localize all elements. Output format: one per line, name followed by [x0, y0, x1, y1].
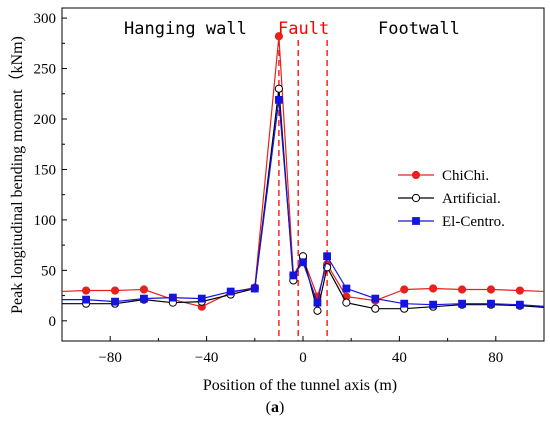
legend-marker — [411, 170, 421, 180]
data-point — [111, 297, 119, 306]
legend-label: Artificial. — [442, 191, 501, 207]
y-tick-label: 250 — [34, 62, 57, 78]
data-point — [313, 306, 322, 315]
y-tick-label: 100 — [34, 213, 57, 229]
y-tick-label: 0 — [49, 314, 57, 330]
legend-item: ChiChi. — [398, 168, 489, 184]
data-point — [82, 286, 91, 295]
x-tick-label: 0 — [299, 350, 307, 366]
y-tick-label: 300 — [34, 11, 57, 27]
x-axis-label: Position of the tunnel axis (m) — [203, 377, 397, 394]
data-point — [400, 299, 409, 308]
data-point — [457, 285, 467, 294]
data-point — [168, 293, 177, 302]
data-point — [429, 300, 438, 309]
fault-label: Fault — [278, 19, 329, 39]
legend-marker — [411, 193, 421, 203]
data-point — [516, 300, 524, 309]
y-axis-ticks: 0 50 100 150 200 250 300 — [34, 11, 67, 330]
data-point — [289, 271, 298, 280]
x-axis-ticks: −80 −40 0 40 80 — [61, 336, 545, 366]
legend-label: El-Centro. — [442, 214, 505, 230]
y-axis-label: Peak longitudinal bending moment（kNm) — [8, 36, 26, 314]
caption-close: ) — [279, 399, 284, 416]
data-point — [197, 294, 206, 303]
data-point — [82, 295, 90, 304]
data-point — [226, 287, 235, 296]
data-point — [275, 95, 283, 104]
x-tick-label: −40 — [195, 350, 218, 366]
data-point — [342, 284, 351, 293]
footwall-label: Footwall — [378, 19, 460, 39]
legend-item: Artificial. — [398, 191, 501, 207]
data-point — [400, 285, 409, 294]
figure-caption: (a) — [266, 399, 285, 416]
data-point — [342, 298, 351, 307]
data-point — [371, 294, 380, 303]
x-tick-label: −80 — [98, 350, 121, 366]
data-point — [313, 298, 322, 307]
legend-label: ChiChi. — [442, 168, 489, 184]
data-point — [139, 285, 149, 294]
data-point — [371, 304, 380, 313]
data-point — [487, 299, 495, 308]
y-tick-label: 150 — [34, 162, 57, 178]
data-point — [110, 286, 120, 295]
data-point — [429, 284, 438, 293]
legend-marker — [412, 217, 420, 225]
y-tick-label: 50 — [41, 263, 56, 279]
hanging-wall-label: Hanging wall — [124, 19, 247, 39]
data-point — [515, 286, 525, 295]
legend: ChiChi. Artificial. El-Centro. — [398, 168, 505, 230]
data-point — [250, 284, 259, 293]
data-point — [274, 32, 283, 41]
data-point — [140, 294, 148, 303]
data-point — [299, 258, 307, 267]
data-point — [458, 299, 466, 308]
data-point — [274, 84, 283, 93]
caption-open: ( — [266, 399, 271, 416]
x-tick-label: 40 — [392, 350, 407, 366]
data-point — [323, 252, 332, 261]
series-layer — [62, 32, 544, 315]
legend-item: El-Centro. — [398, 214, 505, 230]
el-centro-series — [62, 95, 544, 309]
y-tick-label: 200 — [34, 112, 57, 128]
x-tick-label: 80 — [488, 350, 503, 366]
data-point — [486, 285, 496, 294]
caption-letter: a — [271, 399, 279, 416]
